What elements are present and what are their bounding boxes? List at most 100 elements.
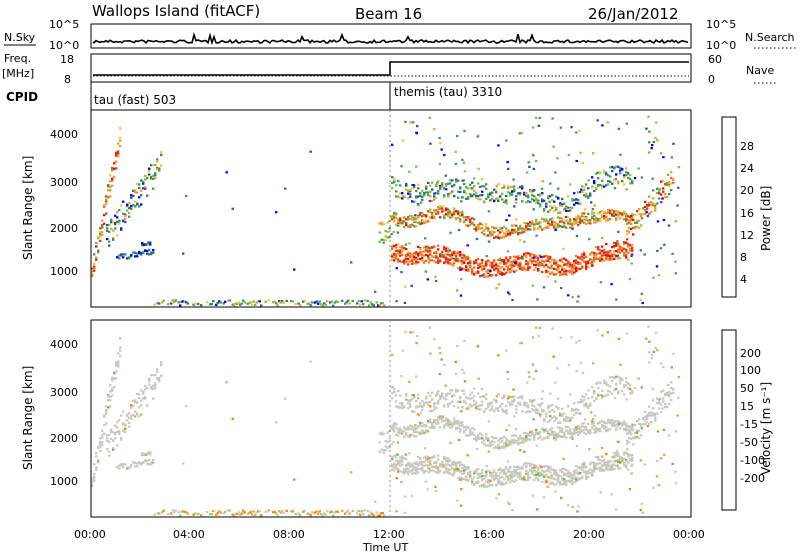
scatter-cell [600, 236, 604, 240]
scatter-cell [607, 208, 610, 212]
scatter-cell [545, 219, 548, 223]
scatter-cell [380, 223, 383, 226]
scatter-cell [581, 422, 584, 425]
scatter-cell [473, 482, 476, 486]
scatter-cell [391, 248, 394, 251]
scatter-cell [148, 173, 151, 176]
freq-tick-bottom: 8 [64, 73, 71, 86]
scatter-cell [577, 221, 580, 224]
scatter-cell [609, 427, 612, 431]
scatter-cell [109, 189, 112, 192]
scatter-cell [433, 255, 436, 258]
scatter-cell [281, 510, 284, 513]
scatter-cell [571, 198, 574, 201]
scatter-cell [427, 211, 430, 214]
scatter-cell [603, 379, 606, 382]
scatter-cell [575, 469, 578, 472]
scatter-cell [481, 259, 484, 262]
scatter-cell [395, 213, 398, 216]
scatter-cell [668, 185, 671, 188]
scatter-cell [407, 257, 410, 261]
scatter-cell [509, 470, 512, 473]
scatter-cell [581, 212, 584, 215]
scatter-cell [487, 437, 490, 440]
scatter-cell [471, 478, 474, 481]
scatter-cell [505, 271, 508, 274]
scatter-cell [382, 432, 385, 436]
scatter-cell [625, 122, 628, 125]
scatter-cell [501, 273, 504, 276]
scatter-cell [551, 416, 554, 419]
scatter-cell [141, 452, 144, 455]
scatter-cell [160, 153, 163, 157]
scatter-cell [434, 275, 437, 278]
scatter-cell [523, 462, 526, 466]
scatter-cell [433, 461, 436, 464]
scatter-cell [447, 260, 450, 263]
scatter-cell [575, 219, 578, 222]
beam-title: Beam 16 [355, 5, 422, 23]
scatter-cell [441, 205, 445, 208]
scatter-cell [637, 167, 640, 170]
scatter-cell [501, 446, 504, 449]
scatter-cell [473, 476, 476, 479]
scatter-cell [549, 471, 552, 474]
vel-cbar-tick-50: 50 [740, 382, 754, 395]
scatter-cell [585, 405, 588, 408]
scatter-cell [547, 266, 550, 269]
scatter-cell [405, 257, 408, 260]
scatter-cell [299, 514, 302, 517]
scatter-cell [601, 425, 604, 428]
scatter-cell [314, 511, 317, 514]
scatter-cell [95, 245, 98, 248]
scatter-cell [617, 244, 620, 247]
scatter-cell [401, 197, 404, 200]
scatter-cell [113, 161, 116, 164]
scatter-cell [562, 247, 565, 250]
scatter-cell [297, 512, 300, 515]
scatter-cell [503, 435, 506, 438]
scatter-cell [293, 478, 296, 481]
scatter-cell [438, 163, 442, 166]
scatter-cell [431, 181, 434, 184]
scatter-cell [593, 462, 596, 465]
scatter-cell [333, 301, 336, 304]
scatter-cell [128, 467, 131, 470]
scatter-cell [431, 212, 434, 215]
scatter-cell [485, 444, 488, 447]
scatter-cell [664, 196, 667, 199]
scatter-cell [525, 252, 528, 255]
scatter-cell [493, 409, 496, 412]
scatter-cell [525, 432, 528, 435]
scatter-cell [443, 419, 446, 422]
scatter-cell [497, 447, 501, 450]
scatter-cell [551, 258, 554, 261]
scatter-cell [431, 465, 434, 468]
scatter-cell [457, 406, 460, 409]
scatter-cell [666, 405, 669, 408]
scatter-cell [648, 422, 651, 425]
scatter-cell [561, 273, 564, 276]
scatter-cell [511, 231, 514, 234]
scatter-cell [519, 441, 522, 444]
scatter-cell [134, 461, 137, 464]
scatter-cell [505, 409, 508, 412]
scatter-cell [423, 470, 426, 473]
scatter-cell [662, 218, 666, 222]
scatter-cell [177, 511, 180, 514]
scatter-cell [461, 389, 464, 392]
scatter-cell [625, 249, 628, 252]
power-panel: 4000 3000 2000 1000 Slant Range [km] [21, 109, 692, 308]
scatter-cell [415, 132, 418, 135]
scatter-cell [441, 464, 444, 467]
scatter-cell [458, 228, 461, 232]
scatter-cell [148, 253, 151, 256]
scatter-cell [493, 437, 496, 440]
scatter-cell [475, 447, 479, 451]
scatter-cell [609, 217, 612, 221]
scatter-cell [499, 468, 502, 471]
scatter-cell [605, 468, 608, 471]
scatter-cell [481, 479, 484, 482]
scatter-cell [561, 435, 564, 438]
scatter-cell [443, 466, 446, 469]
